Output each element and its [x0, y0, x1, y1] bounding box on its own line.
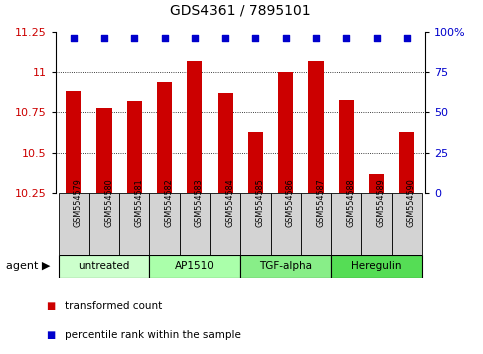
Text: agent ▶: agent ▶ — [6, 261, 51, 272]
Bar — [301, 193, 331, 255]
Text: GSM554584: GSM554584 — [225, 178, 234, 227]
Bar — [217, 93, 233, 193]
Point — [100, 35, 108, 41]
Bar — [369, 173, 384, 193]
Bar — [119, 193, 149, 255]
Text: percentile rank within the sample: percentile rank within the sample — [65, 330, 241, 339]
Point — [282, 35, 290, 41]
Point — [373, 35, 381, 41]
Text: TGF-alpha: TGF-alpha — [259, 261, 312, 272]
Bar — [361, 193, 392, 255]
Point — [70, 35, 78, 41]
Bar — [58, 255, 149, 278]
Bar — [270, 193, 301, 255]
Bar — [309, 61, 324, 193]
Text: GSM554580: GSM554580 — [104, 178, 113, 227]
Text: GSM554582: GSM554582 — [165, 178, 173, 227]
Bar — [149, 193, 180, 255]
Text: GSM554579: GSM554579 — [74, 178, 83, 227]
Text: GSM554587: GSM554587 — [316, 178, 325, 227]
Bar — [127, 101, 142, 193]
Bar — [331, 255, 422, 278]
Bar — [248, 132, 263, 193]
Text: transformed count: transformed count — [65, 301, 162, 311]
Point — [221, 35, 229, 41]
Point — [403, 35, 411, 41]
Text: GSM554590: GSM554590 — [407, 178, 416, 227]
Text: Heregulin: Heregulin — [351, 261, 402, 272]
Bar — [331, 193, 361, 255]
Bar — [241, 193, 270, 255]
Text: GSM554589: GSM554589 — [377, 178, 385, 227]
Text: GSM554588: GSM554588 — [346, 178, 355, 227]
Point — [252, 35, 259, 41]
Bar — [66, 91, 81, 193]
Text: GSM554586: GSM554586 — [286, 178, 295, 227]
Bar — [149, 255, 241, 278]
Point — [191, 35, 199, 41]
Text: untreated: untreated — [78, 261, 130, 272]
Bar — [157, 82, 172, 193]
Point — [342, 35, 350, 41]
Bar — [187, 61, 202, 193]
Bar — [97, 108, 112, 193]
Text: AP1510: AP1510 — [175, 261, 215, 272]
Bar — [278, 72, 293, 193]
Text: GSM554583: GSM554583 — [195, 178, 204, 227]
Bar — [180, 193, 210, 255]
Bar — [210, 193, 241, 255]
Bar — [399, 132, 414, 193]
Point — [161, 35, 169, 41]
Text: GDS4361 / 7895101: GDS4361 / 7895101 — [170, 4, 311, 18]
Bar — [339, 99, 354, 193]
Bar — [58, 193, 89, 255]
Text: ■: ■ — [46, 301, 55, 311]
Bar — [241, 255, 331, 278]
Text: GSM554581: GSM554581 — [134, 178, 143, 227]
Bar — [89, 193, 119, 255]
Text: GSM554585: GSM554585 — [256, 178, 264, 227]
Text: ■: ■ — [46, 330, 55, 339]
Bar — [392, 193, 422, 255]
Point — [130, 35, 138, 41]
Point — [312, 35, 320, 41]
